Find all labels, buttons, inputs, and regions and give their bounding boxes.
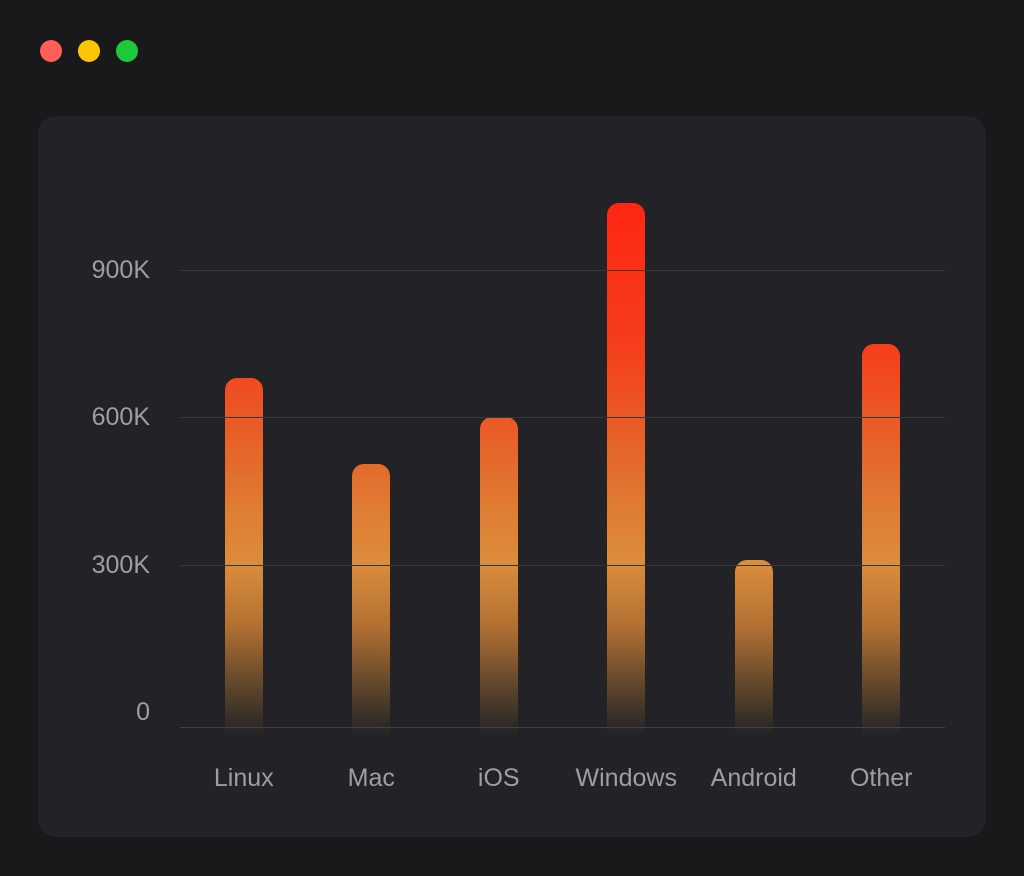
x-axis-label: Other [849,764,913,792]
bar-windows [607,203,646,735]
bar-android [734,559,773,735]
gridline [180,564,945,566]
bar-slot [818,201,946,735]
y-axis: 0 300K 600K 900K [38,201,150,735]
x-axis-label: Mac [347,764,395,792]
bar-mac [352,463,391,735]
zoom-button[interactable] [116,40,138,62]
bar-chart: 0 300K 600K 900K Linux Mac iOS Windows Android O… [38,116,986,837]
close-button[interactable] [40,40,62,62]
x-axis-labels: Linux Mac iOS Windows Android Other [180,763,945,793]
x-axis-line [180,727,945,728]
bar-slot [690,201,818,735]
bar-other [862,343,901,735]
x-axis-label: Linux [213,764,274,792]
minimize-button[interactable] [78,40,100,62]
y-tick-label: 0 [136,698,150,726]
chart-panel: 0 300K 600K 900K Linux Mac iOS Windows Android O… [38,116,986,837]
bar-linux [224,377,263,735]
window-controls [40,40,138,62]
y-tick-label: 300K [91,550,150,579]
x-axis-label: Android [710,764,797,792]
x-axis-label: Windows [575,764,677,792]
bar-slot [180,201,308,735]
plot-area [180,201,945,735]
bar-slot [435,201,563,735]
x-axis-label: iOS [477,764,520,792]
y-tick-label: 600K [91,403,150,432]
bar-slot [308,201,436,735]
gridline [180,269,945,271]
gridline [180,417,945,419]
bar-ios [479,417,518,735]
bars-row [180,201,945,735]
y-tick-label: 900K [91,255,150,284]
bar-slot [563,201,691,735]
